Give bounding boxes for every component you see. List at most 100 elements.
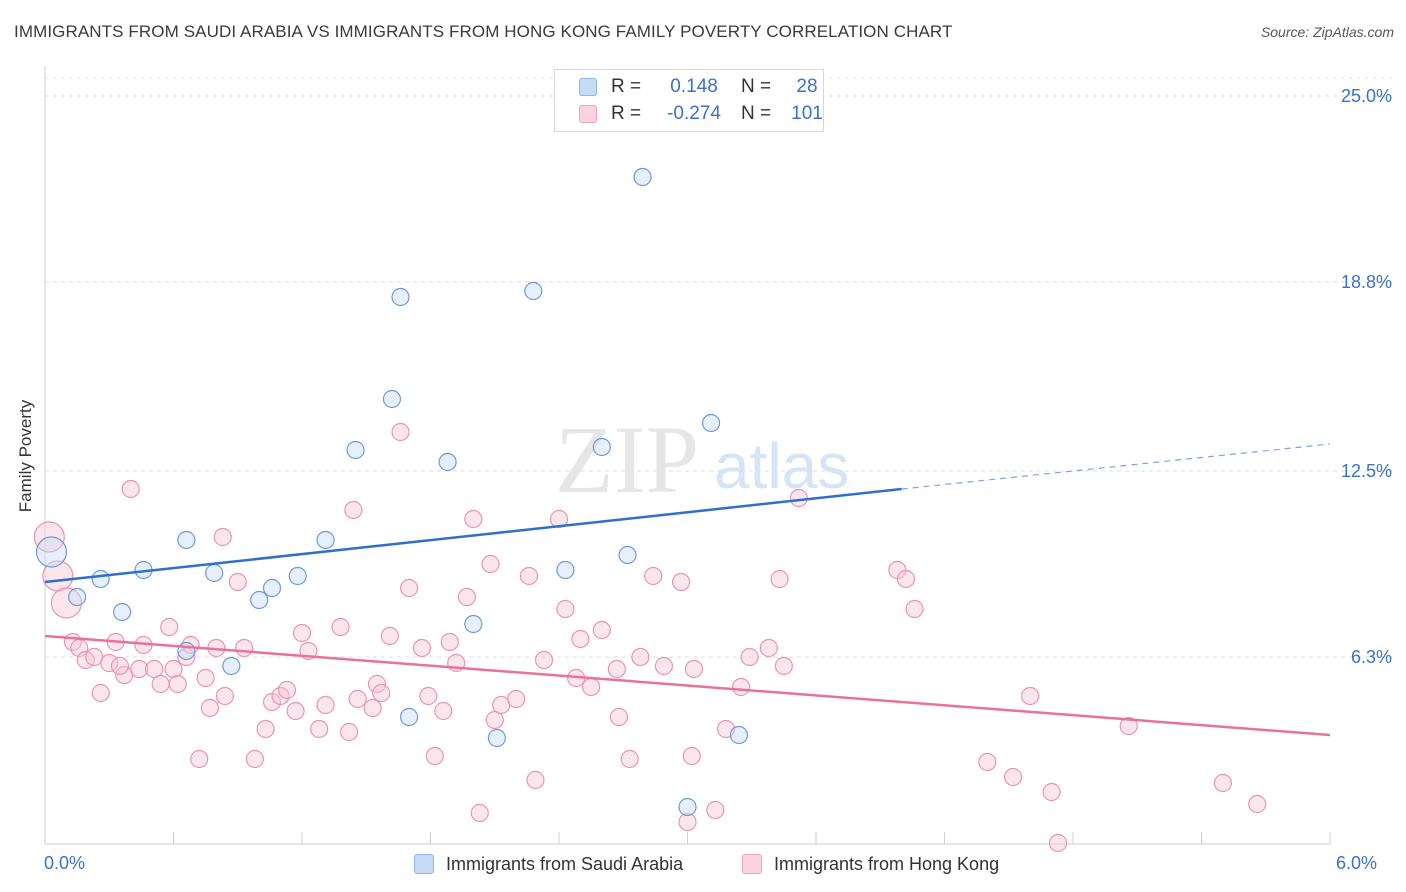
data-point-saudi-arabia xyxy=(592,437,611,457)
data-point-hong-kong xyxy=(457,587,477,607)
data-point-hong-kong xyxy=(1213,773,1233,793)
data-point-hong-kong xyxy=(678,812,697,832)
data-point-hong-kong xyxy=(110,656,130,676)
series-name-hong-kong: Immigrants from Hong Kong xyxy=(774,853,1000,874)
data-point-hong-kong xyxy=(519,566,539,586)
data-point-saudi-arabia xyxy=(68,587,87,607)
data-point-hong-kong xyxy=(534,650,554,670)
data-point-saudi-arabia xyxy=(391,287,410,307)
data-point-saudi-arabia xyxy=(729,725,749,745)
data-point-hong-kong xyxy=(706,800,725,820)
data-point-hong-kong xyxy=(196,668,215,688)
data-point-hong-kong xyxy=(380,626,399,646)
legend-r-label: R = xyxy=(611,76,642,97)
y-tick-label: 6.3% xyxy=(1351,647,1392,667)
legend-swatch-pink xyxy=(742,854,762,874)
y-tick-label: 25.0% xyxy=(1341,86,1392,106)
data-point-hong-kong xyxy=(200,698,220,718)
data-point-hong-kong xyxy=(789,488,808,508)
data-point-saudi-arabia xyxy=(262,578,282,598)
data-point-saudi-arabia xyxy=(250,590,269,610)
data-point-hong-kong xyxy=(412,638,432,658)
x-tick-label-min: 0.0% xyxy=(44,853,86,873)
data-point-hong-kong xyxy=(344,500,363,520)
data-point-hong-kong xyxy=(654,656,674,676)
data-point-hong-kong xyxy=(130,659,149,679)
data-point-saudi-arabia xyxy=(205,563,224,583)
data-point-hong-kong xyxy=(1248,794,1267,814)
data-point-hong-kong xyxy=(91,683,110,703)
series-hong-kong-points xyxy=(33,422,1267,853)
data-point-hong-kong xyxy=(372,683,391,703)
data-point-saudi-arabia xyxy=(177,530,196,550)
data-point-hong-kong xyxy=(228,572,247,592)
data-point-saudi-arabia xyxy=(524,281,543,301)
data-point-hong-kong xyxy=(549,509,569,529)
gridlines xyxy=(45,77,1392,658)
legend-swatch-blue xyxy=(414,854,434,874)
legend-n-label: N = xyxy=(741,76,772,97)
data-point-hong-kong xyxy=(526,770,545,790)
y-tick-labels: 6.3% 12.5% 18.8% 25.0% xyxy=(1341,86,1392,667)
data-point-hong-kong xyxy=(682,746,701,766)
data-point-hong-kong xyxy=(770,569,789,589)
data-point-hong-kong xyxy=(556,599,575,619)
legend-r-value: -0.274 xyxy=(667,103,721,124)
watermark: ZIP atlas xyxy=(555,406,849,513)
data-point-saudi-arabia xyxy=(556,560,575,580)
data-point-hong-kong xyxy=(213,527,232,547)
data-point-saudi-arabia xyxy=(701,413,721,433)
y-tick-label: 12.5% xyxy=(1341,461,1392,481)
data-point-saudi-arabia xyxy=(91,569,110,589)
data-point-hong-kong xyxy=(671,572,691,592)
trend-lines xyxy=(44,443,1331,737)
data-point-saudi-arabia xyxy=(487,728,506,748)
data-point-hong-kong xyxy=(348,689,367,709)
legend-row-saudi-arabia: R = 0.148 N = 28 xyxy=(579,75,827,99)
series-name-saudi-arabia: Immigrants from Saudi Arabia xyxy=(446,853,684,874)
data-point-hong-kong xyxy=(100,653,119,673)
data-point-hong-kong xyxy=(419,686,438,706)
data-point-hong-kong xyxy=(731,677,751,697)
data-point-hong-kong xyxy=(631,647,650,667)
data-point-hong-kong xyxy=(160,617,179,637)
legend-n-value: 101 xyxy=(791,103,823,124)
trend-line-hong-kong xyxy=(44,634,1331,737)
series-saudi-arabia-points xyxy=(35,167,749,817)
data-point-hong-kong xyxy=(582,677,601,697)
legend-swatch-blue xyxy=(579,78,597,96)
legend-n-label: N = xyxy=(741,103,772,124)
data-point-hong-kong xyxy=(1003,767,1023,787)
data-point-hong-kong xyxy=(485,710,504,730)
stats-legend: R = 0.148 N = 28 R = -0.274 N = 101 xyxy=(554,69,824,132)
data-point-hong-kong xyxy=(245,749,264,769)
data-point-hong-kong xyxy=(190,749,209,769)
data-point-hong-kong xyxy=(464,509,483,529)
data-point-hong-kong xyxy=(177,647,196,667)
data-point-hong-kong xyxy=(145,659,164,679)
data-point-hong-kong xyxy=(905,599,924,619)
data-point-hong-kong xyxy=(256,719,275,739)
bottom-legend-saudi-arabia: Immigrants from Saudi Arabia xyxy=(414,852,683,876)
data-point-hong-kong xyxy=(391,422,410,442)
trend-line-saudi-arabia-extension xyxy=(901,443,1331,490)
data-point-hong-kong xyxy=(121,479,140,499)
data-point-hong-kong xyxy=(340,722,359,742)
data-point-saudi-arabia xyxy=(177,641,196,661)
data-point-hong-kong xyxy=(1021,686,1040,706)
data-point-hong-kong xyxy=(310,719,329,739)
data-point-hong-kong xyxy=(50,587,83,619)
data-point-saudi-arabia xyxy=(112,602,132,622)
data-point-hong-kong xyxy=(164,659,183,679)
data-point-hong-kong xyxy=(774,656,793,676)
data-point-saudi-arabia xyxy=(346,440,365,460)
data-point-hong-kong xyxy=(1042,782,1061,802)
data-point-hong-kong xyxy=(292,623,312,643)
data-point-hong-kong xyxy=(620,749,639,769)
data-point-hong-kong xyxy=(571,629,590,649)
data-point-saudi-arabia xyxy=(633,167,652,187)
data-point-hong-kong xyxy=(592,620,611,640)
legend-n-value: 28 xyxy=(796,76,818,97)
data-point-hong-kong xyxy=(235,638,254,658)
